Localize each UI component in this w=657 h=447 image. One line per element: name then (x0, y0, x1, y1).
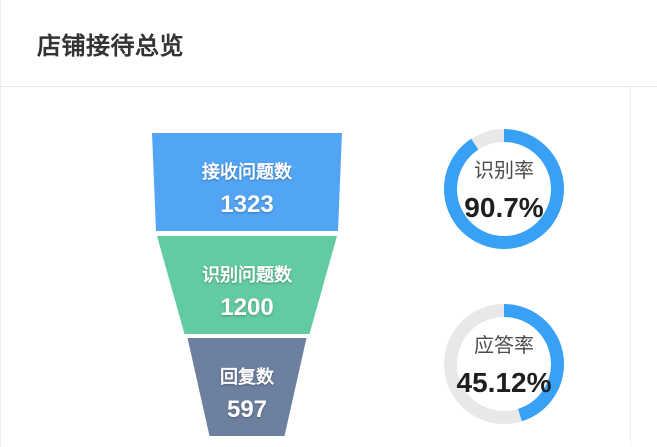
gauge-label: 识别率 (474, 160, 534, 182)
funnel-segment-received: 接收问题数 1323 (152, 133, 342, 231)
gauge-label: 应答率 (474, 335, 534, 357)
ring-progress (444, 129, 564, 249)
panel-content: 接收问题数 1323 识别问题数 1200 回复数 597 识别率 90.7% (1, 87, 657, 446)
gauge-value: 90.7% (464, 192, 544, 223)
funnel-segment-value: 597 (226, 395, 268, 423)
funnel-segment-value: 1323 (220, 190, 274, 218)
funnel-segment-label: 识别问题数 (202, 264, 292, 285)
panel-header: 店铺接待总览 (1, 0, 657, 87)
progress-ring (444, 304, 564, 424)
funnel-segment-label: 接收问题数 (202, 161, 292, 182)
response-rate-gauge: 应答率 45.12% (439, 299, 569, 429)
gauge-value: 45.12% (456, 367, 552, 398)
funnel-segment-replied: 回复数 597 (187, 338, 307, 436)
progress-ring (444, 129, 564, 249)
funnel-chart: 接收问题数 1323 识别问题数 1200 回复数 597 (147, 133, 347, 443)
ring-progress (444, 304, 564, 424)
page-title: 店铺接待总览 (37, 32, 184, 60)
vertical-divider (630, 87, 631, 446)
funnel-segment-label: 回复数 (220, 366, 274, 387)
recognition-rate-gauge: 识别率 90.7% (439, 124, 569, 254)
funnel-segment-value: 1200 (220, 293, 274, 321)
funnel-segment-recognized: 识别问题数 1200 (157, 236, 337, 334)
